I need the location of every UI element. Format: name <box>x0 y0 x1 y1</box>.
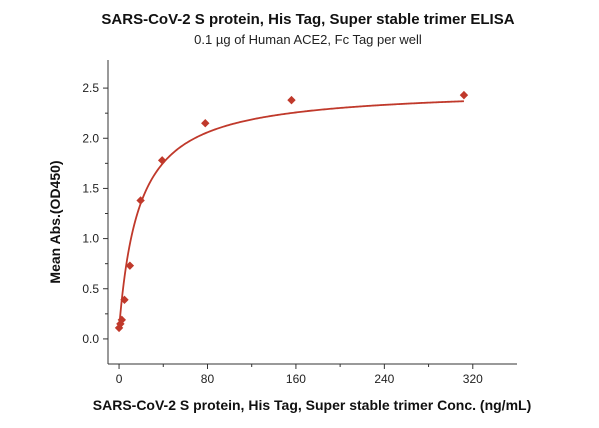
y-tick-label: 2.5 <box>82 81 99 95</box>
data-point <box>117 315 127 325</box>
y-tick-label: 0.0 <box>82 332 99 346</box>
y-axis-label: Mean Abs.(OD450) <box>47 160 63 283</box>
data-point <box>459 90 469 100</box>
y-tick-label: 2.0 <box>82 131 99 145</box>
data-point <box>136 196 145 205</box>
x-axis-ticks: 0 80 160 240 320 <box>116 364 483 386</box>
y-tick-label: 1.5 <box>82 181 99 195</box>
data-point <box>125 261 135 270</box>
chart-title: SARS-CoV-2 S protein, His Tag, Super sta… <box>101 11 514 28</box>
y-axis-ticks: 0.0 0.5 1.0 1.5 2.0 2.5 <box>82 81 108 346</box>
data-point <box>287 95 296 105</box>
x-tick-label: 80 <box>201 372 215 386</box>
chart-subtitle: 0.1 µg of Human ACE2, Fc Tag per well <box>194 32 422 47</box>
x-tick-label: 160 <box>286 372 306 386</box>
y-tick-label: 0.5 <box>82 282 99 296</box>
x-axis-label: SARS-CoV-2 S protein, His Tag, Super sta… <box>93 397 531 413</box>
x-tick-label: 240 <box>374 372 394 386</box>
x-tick-label: 0 <box>116 372 123 386</box>
y-tick-label: 1.0 <box>82 232 99 246</box>
data-point <box>201 119 210 128</box>
data-point <box>157 156 167 165</box>
plot-area: 0.0 0.5 1.0 1.5 2.0 2.5 0 80 160 240 320 <box>82 60 517 386</box>
data-points <box>114 90 469 333</box>
data-point <box>120 295 129 304</box>
x-tick-label: 320 <box>463 372 483 386</box>
fit-curve <box>118 100 464 329</box>
